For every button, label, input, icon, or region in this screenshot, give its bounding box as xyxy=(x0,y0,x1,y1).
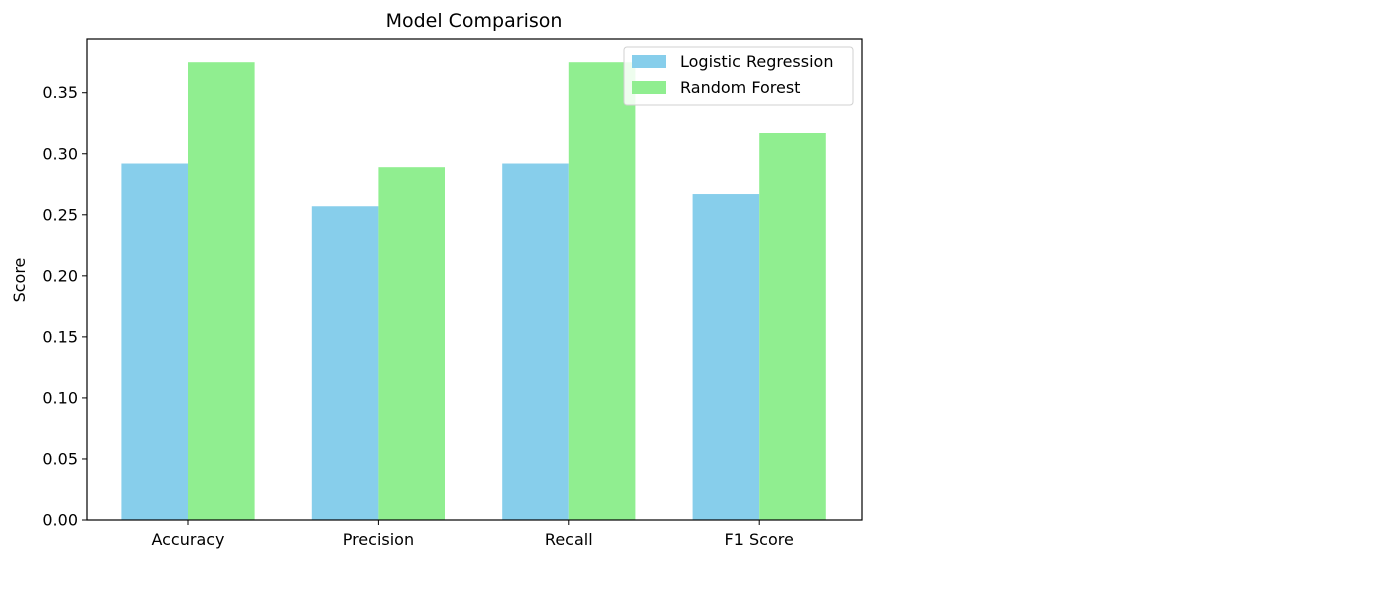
plot-frame xyxy=(86,38,863,521)
bar-logistic-regression-accuracy xyxy=(121,163,188,520)
legend: Logistic Regression Random Forest xyxy=(623,46,854,106)
x-axis: Accuracy Precision Recall F1 Score xyxy=(151,520,794,549)
bar-random-forest-precision xyxy=(378,167,445,520)
chart-title: Model Comparison xyxy=(386,10,563,32)
x-tick-label: F1 Score xyxy=(725,530,794,549)
y-tick-label: 0.25 xyxy=(42,205,78,224)
bar-random-forest-accuracy xyxy=(188,62,255,520)
y-tick-label: 0.10 xyxy=(42,388,78,407)
legend-label: Logistic Regression xyxy=(680,52,833,71)
bar-logistic-regression-precision xyxy=(311,206,379,520)
y-axis: 0.00 0.05 0.10 0.15 0.20 0.25 0.30 0.35 xyxy=(42,83,87,530)
y-tick-label: 0.30 xyxy=(42,144,78,163)
bars-group xyxy=(121,62,826,521)
legend-label: Random Forest xyxy=(680,78,800,97)
y-axis-title: Score xyxy=(10,258,29,303)
x-tick-label: Accuracy xyxy=(151,530,224,549)
legend-swatch xyxy=(632,81,666,94)
y-tick-label: 0.35 xyxy=(42,83,78,102)
bar-random-forest-f1-score xyxy=(759,133,826,520)
y-tick-label: 0.20 xyxy=(42,266,78,285)
x-tick-label: Precision xyxy=(343,530,414,549)
y-tick-label: 0.00 xyxy=(42,511,78,530)
bar-random-forest-recall xyxy=(568,62,636,520)
x-tick-label: Recall xyxy=(545,530,593,549)
y-tick-label: 0.15 xyxy=(42,327,78,346)
bar-logistic-regression-f1-score xyxy=(692,194,760,521)
y-tick-label: 0.05 xyxy=(42,449,78,468)
bar-logistic-regression-recall xyxy=(502,163,569,520)
legend-swatch xyxy=(632,55,666,68)
legend-box xyxy=(623,46,854,106)
